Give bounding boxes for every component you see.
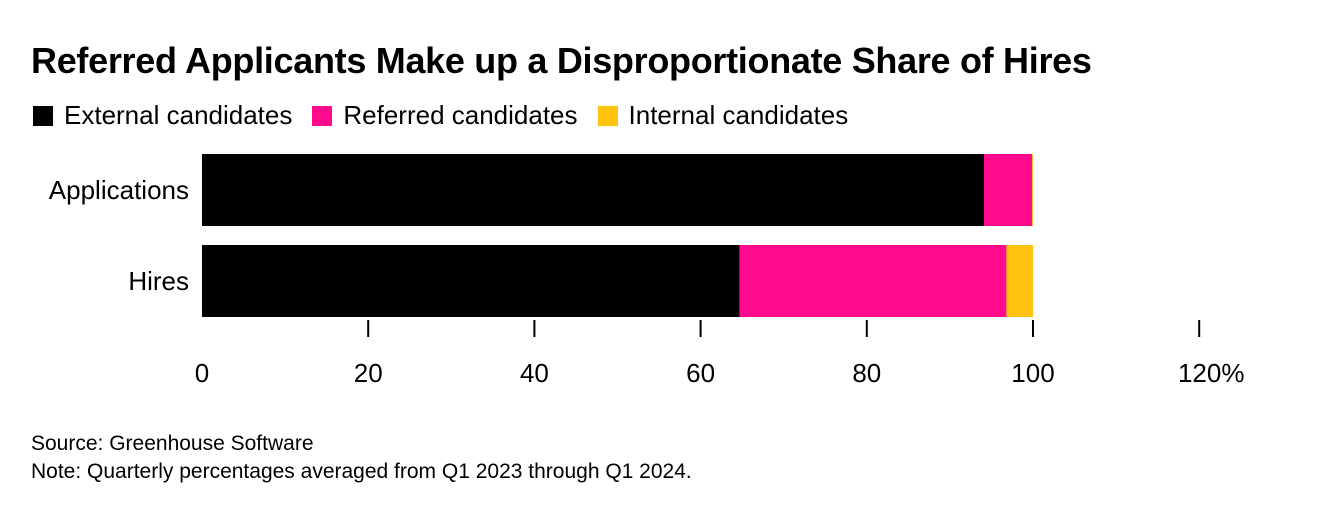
legend-swatch bbox=[33, 105, 53, 126]
legend-item-external: External candidates bbox=[33, 100, 292, 131]
category-label: Applications bbox=[49, 175, 189, 205]
legend-item-internal: Internal candidates bbox=[597, 100, 849, 131]
x-tick-label: 0 bbox=[195, 358, 209, 388]
x-tick-label: 40 bbox=[520, 358, 549, 388]
x-tick-label: 100 bbox=[1011, 358, 1054, 388]
note-text: Note: Quarterly percentages averaged fro… bbox=[31, 460, 692, 483]
x-tick-label: 120% bbox=[1178, 358, 1245, 388]
bar-segment bbox=[202, 245, 740, 317]
x-tick-label: 20 bbox=[354, 358, 383, 388]
bar-segment bbox=[1006, 245, 1033, 317]
category-label: Hires bbox=[128, 266, 189, 296]
legend-item-referred: Referred candidates bbox=[312, 100, 578, 131]
footer: Source: Greenhouse Software Note: Quarte… bbox=[31, 430, 692, 486]
legend-swatch bbox=[312, 105, 333, 126]
bar-segment bbox=[739, 245, 1007, 317]
bar-segment bbox=[983, 154, 1033, 226]
legend-label: Internal candidates bbox=[628, 100, 849, 130]
bar-segment bbox=[202, 154, 984, 226]
x-tick-label: 60 bbox=[686, 358, 715, 388]
chart-title: Referred Applicants Make up a Disproport… bbox=[31, 40, 1092, 81]
x-tick-label: 80 bbox=[852, 358, 881, 388]
legend-swatch bbox=[597, 105, 618, 126]
legend: External candidates Referred candidates … bbox=[33, 100, 868, 131]
legend-label: Referred candidates bbox=[343, 100, 578, 130]
bar-segment bbox=[1032, 154, 1033, 226]
legend-label: External candidates bbox=[64, 100, 293, 130]
source-text: Source: Greenhouse Software bbox=[31, 432, 314, 455]
